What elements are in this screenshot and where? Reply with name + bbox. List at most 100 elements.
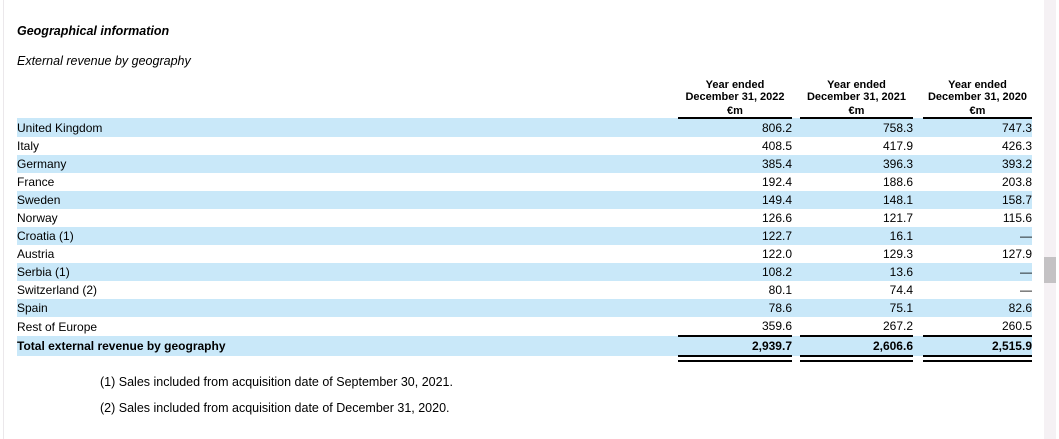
row-gap-cell <box>913 281 923 299</box>
header-gap-cell <box>913 80 923 118</box>
footnote-1: (1) Sales included from acquisition date… <box>100 375 453 389</box>
row-gap-cell <box>792 299 800 317</box>
row-value: 108.2 <box>678 263 792 281</box>
row-value: 188.6 <box>882 175 913 189</box>
row-gap-cell <box>792 263 800 281</box>
table-row: Italy 408.5 417.9 426.3 <box>17 137 1032 155</box>
table-row: Rest of Europe 359.6 267.2 260.5 <box>17 317 1032 336</box>
row-value: 417.9 <box>882 139 913 153</box>
row-value: 192.4 <box>761 175 792 189</box>
row-value: — <box>923 227 1032 245</box>
row-value: 149.4 <box>678 191 792 209</box>
column-header-unit: €m <box>727 105 743 117</box>
row-label: Croatia (1) <box>17 227 678 245</box>
row-value: 122.7 <box>678 227 792 245</box>
row-label: United Kingdom <box>17 118 678 137</box>
row-label: Italy <box>17 139 40 153</box>
row-value: 16.1 <box>800 227 913 245</box>
column-header-date: December 31, 2021 <box>806 90 907 103</box>
row-value: 121.7 <box>882 211 913 225</box>
row-value: 203.8 <box>1001 175 1032 189</box>
column-header-unit: €m <box>969 105 986 117</box>
row-gap-cell <box>792 137 800 155</box>
row-value: 747.3 <box>923 118 1032 137</box>
section-subtitle: External revenue by geography <box>17 54 191 68</box>
underline-spacer-cell <box>17 356 678 361</box>
row-value: 385.4 <box>678 155 792 173</box>
row-gap-cell <box>913 173 923 191</box>
table-row: Spain 78.6 75.1 82.6 <box>17 299 1032 317</box>
column-header-unit: €m <box>848 105 865 117</box>
column-header-date: December 31, 2020 <box>927 90 1028 103</box>
row-label: Sweden <box>17 191 678 209</box>
table-row: Austria 122.0 129.3 127.9 <box>17 245 1032 263</box>
row-label: Total external revenue by geography <box>17 336 678 356</box>
row-value: 408.5 <box>761 139 792 153</box>
row-gap-cell <box>792 245 800 263</box>
table-row: Croatia (1) 122.7 16.1 — <box>17 227 1032 245</box>
row-gap-cell <box>913 245 923 263</box>
row-gap-cell <box>792 155 800 173</box>
row-gap-cell <box>913 118 923 137</box>
column-header-period: Year ended <box>948 80 1007 91</box>
column-header: Year ended December 31, 2020 €m <box>923 80 1032 119</box>
row-label: Serbia (1) <box>17 263 678 281</box>
column-header-period: Year ended <box>705 80 765 91</box>
row-gap-cell <box>913 317 923 336</box>
row-gap-cell <box>913 227 923 245</box>
row-value: 426.3 <box>1001 139 1032 153</box>
table-row: Germany 385.4 396.3 393.2 <box>17 155 1032 173</box>
row-gap-cell <box>792 173 800 191</box>
row-label: France <box>17 175 55 189</box>
row-value: — <box>1020 283 1032 297</box>
underline-gap-cell <box>913 356 923 361</box>
row-value: 13.6 <box>800 263 913 281</box>
row-value: 75.1 <box>800 299 913 317</box>
section-title: Geographical information <box>17 24 170 38</box>
underline-gap-cell <box>792 356 800 361</box>
row-gap-cell <box>913 137 923 155</box>
row-value: 115.6 <box>1002 211 1032 225</box>
row-value: 126.6 <box>761 211 792 225</box>
row-value: 359.6 <box>761 319 792 333</box>
row-value: 158.7 <box>923 191 1032 209</box>
row-value: 2,515.9 <box>923 335 1032 356</box>
column-header: Year ended December 31, 2021 €m <box>800 80 913 119</box>
row-gap-cell <box>913 263 923 281</box>
row-value: 806.2 <box>678 118 792 137</box>
row-gap-cell <box>792 191 800 209</box>
scrollbar-thumb[interactable] <box>1044 257 1056 283</box>
row-gap-cell <box>913 155 923 173</box>
row-label: Rest of Europe <box>17 319 98 334</box>
row-value: 758.3 <box>800 118 913 137</box>
total-double-underline-row <box>17 355 1032 362</box>
row-gap-cell <box>913 209 923 227</box>
table-row: United Kingdom 806.2 758.3 747.3 <box>17 118 1032 137</box>
scrollbar-track[interactable] <box>1044 0 1056 439</box>
row-label: Austria <box>17 247 55 261</box>
row-value: 267.2 <box>882 319 913 333</box>
row-gap-cell <box>792 317 800 336</box>
row-value: 396.3 <box>800 155 913 173</box>
header-gap-cell <box>792 80 800 118</box>
table-header-row: Year ended December 31, 2022 €m Year ended D… <box>17 80 1032 119</box>
table-row: Norway 126.6 121.7 115.6 <box>17 209 1032 227</box>
row-value: 74.4 <box>889 283 913 297</box>
revenue-by-geography-table: Year ended December 31, 2022 €m Year ended D… <box>17 80 1032 362</box>
row-label: Norway <box>17 211 58 225</box>
row-gap-cell <box>792 209 800 227</box>
double-underline <box>678 355 792 362</box>
row-value: 148.1 <box>800 191 913 209</box>
row-value: 2,939.7 <box>678 335 792 356</box>
page-edge-divider <box>3 0 4 439</box>
table-row: Serbia (1) 108.2 13.6 — <box>17 263 1032 281</box>
header-spacer-cell <box>17 80 678 118</box>
row-value: 78.6 <box>678 299 792 317</box>
row-gap-cell <box>913 299 923 317</box>
row-label: Spain <box>17 299 678 317</box>
double-underline <box>800 355 913 362</box>
row-gap-cell <box>792 281 800 299</box>
column-header-period: Year ended <box>827 80 886 91</box>
row-value: 129.3 <box>882 247 913 261</box>
column-header: Year ended December 31, 2022 €m <box>678 80 792 119</box>
